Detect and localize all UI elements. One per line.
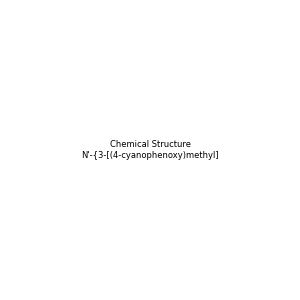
Text: Chemical Structure
N'-{3-[(4-cyanophenoxy)methyl]: Chemical Structure N'-{3-[(4-cyanophenox… [81, 140, 219, 160]
